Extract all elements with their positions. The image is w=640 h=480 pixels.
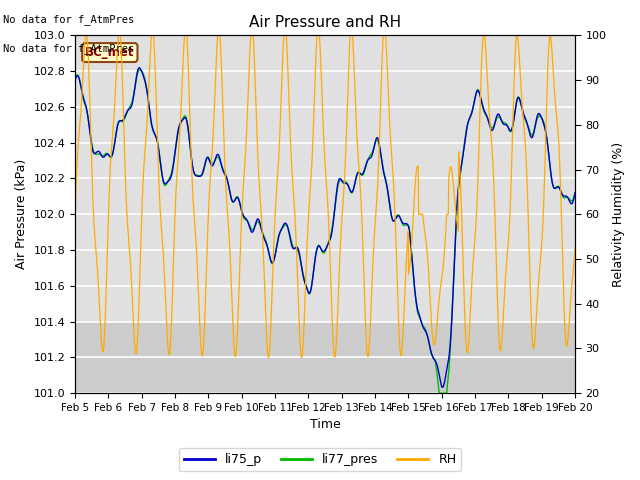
Text: No data for f_AtmPres: No data for f_AtmPres	[3, 14, 134, 25]
Legend: li75_p, li77_pres, RH: li75_p, li77_pres, RH	[179, 448, 461, 471]
Text: No data for f_AtmPres: No data for f_AtmPres	[3, 43, 134, 54]
Title: Air Pressure and RH: Air Pressure and RH	[249, 15, 401, 30]
Y-axis label: Air Pressure (kPa): Air Pressure (kPa)	[15, 159, 28, 269]
Y-axis label: Relativity Humidity (%): Relativity Humidity (%)	[612, 142, 625, 287]
Bar	[75, 322, 575, 393]
Text: BC_met: BC_met	[85, 46, 134, 59]
X-axis label: Time: Time	[310, 419, 340, 432]
